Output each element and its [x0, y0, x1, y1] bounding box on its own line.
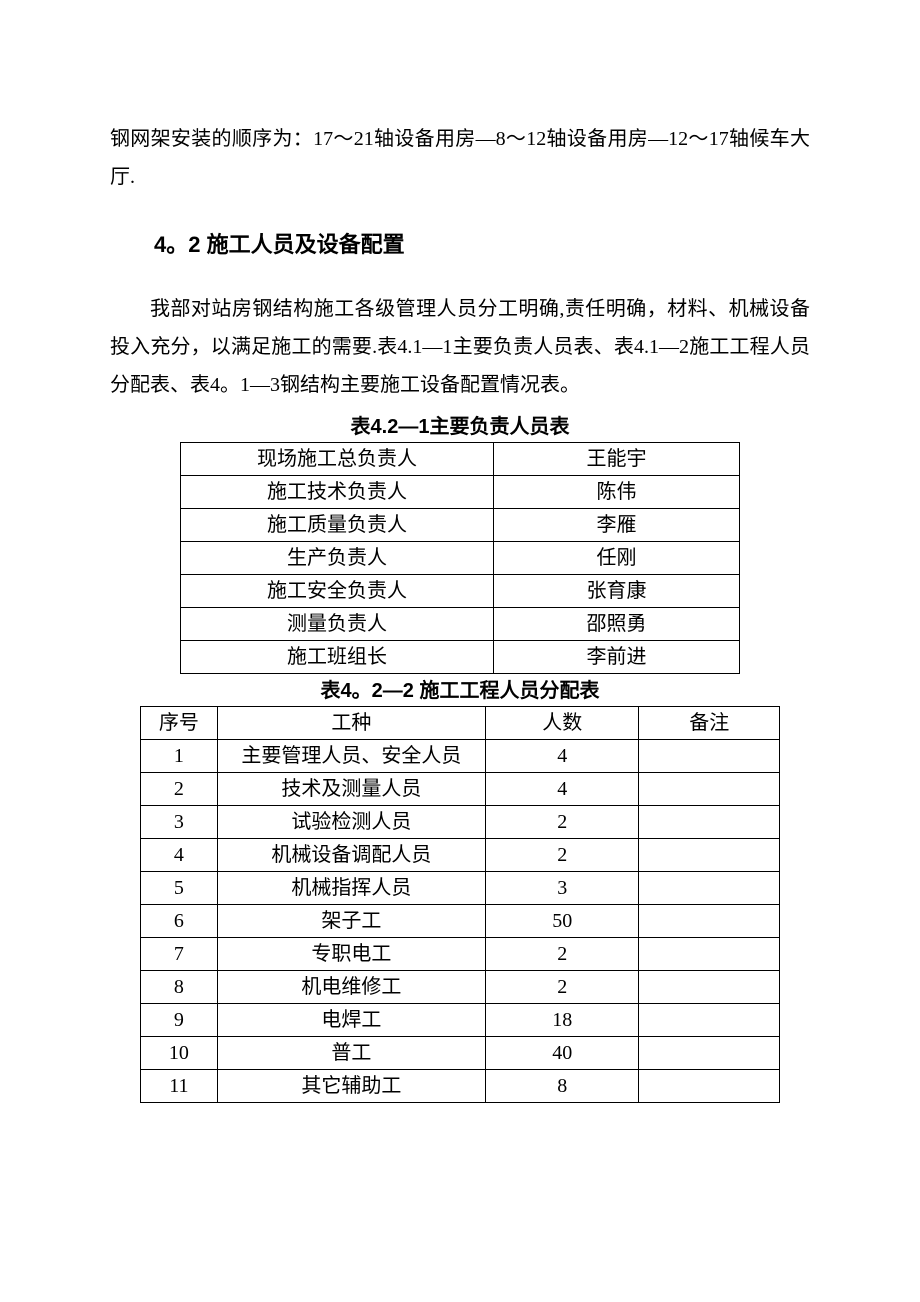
- paragraph-install-order: 钢网架安装的顺序为：17～21轴设备用房—8～12轴设备用房—12～17轴候车大…: [110, 120, 810, 196]
- table-cell: [639, 904, 780, 937]
- table-row: 施工技术负责人陈伟: [181, 475, 740, 508]
- table-cell: 2: [486, 937, 639, 970]
- table-row: 5机械指挥人员3: [141, 871, 780, 904]
- table-cell: 40: [486, 1036, 639, 1069]
- table-cell: [639, 1003, 780, 1036]
- table-row: 测量负责人邵照勇: [181, 607, 740, 640]
- table-cell: 9: [141, 1003, 218, 1036]
- table-cell: 8: [486, 1069, 639, 1102]
- table-row: 1主要管理人员、安全人员4: [141, 739, 780, 772]
- table-cell: 8: [141, 970, 218, 1003]
- table-cell: [639, 970, 780, 1003]
- table-row: 4机械设备调配人员2: [141, 838, 780, 871]
- table-cell: 2: [486, 805, 639, 838]
- table-row: 8机电维修工2: [141, 970, 780, 1003]
- table-cell: 王能宇: [494, 442, 740, 475]
- table-row: 9电焊工18: [141, 1003, 780, 1036]
- table-header-cell: 人数: [486, 706, 639, 739]
- table-cell: 机械指挥人员: [217, 871, 485, 904]
- table-cell: 施工安全负责人: [181, 574, 494, 607]
- table-row: 现场施工总负责人王能宇: [181, 442, 740, 475]
- table-cell: 邵照勇: [494, 607, 740, 640]
- table-cell: 普工: [217, 1036, 485, 1069]
- table-cell: 生产负责人: [181, 541, 494, 574]
- table-cell: 现场施工总负责人: [181, 442, 494, 475]
- table-cell: [639, 1036, 780, 1069]
- table-header-cell: 工种: [217, 706, 485, 739]
- table-cell: 2: [141, 772, 218, 805]
- table-cell: 试验检测人员: [217, 805, 485, 838]
- table-row: 6架子工50: [141, 904, 780, 937]
- table-header-cell: 备注: [639, 706, 780, 739]
- table-cell: 1: [141, 739, 218, 772]
- table-row: 7专职电工2: [141, 937, 780, 970]
- table-row: 生产负责人任刚: [181, 541, 740, 574]
- table-cell: 专职电工: [217, 937, 485, 970]
- table-cell: 4: [486, 739, 639, 772]
- table-cell: 技术及测量人员: [217, 772, 485, 805]
- paragraph-staff-intro: 我部对站房钢结构施工各级管理人员分工明确,责任明确，材料、机械设备投入充分，以满…: [110, 290, 810, 404]
- table-cell: 架子工: [217, 904, 485, 937]
- table-cell: 3: [141, 805, 218, 838]
- table-cell: 陈伟: [494, 475, 740, 508]
- table-cell: 10: [141, 1036, 218, 1069]
- table-row: 3试验检测人员2: [141, 805, 780, 838]
- table-cell: 施工质量负责人: [181, 508, 494, 541]
- table-cell: 张育康: [494, 574, 740, 607]
- table-cell: 3: [486, 871, 639, 904]
- table-cell: 其它辅助工: [217, 1069, 485, 1102]
- table-row: 施工班组长李前进: [181, 640, 740, 673]
- table-cell: 任刚: [494, 541, 740, 574]
- table-cell: 7: [141, 937, 218, 970]
- table-cell: 4: [486, 772, 639, 805]
- table-cell: 18: [486, 1003, 639, 1036]
- table-cell: [639, 1069, 780, 1102]
- table-cell: 测量负责人: [181, 607, 494, 640]
- table-cell: 6: [141, 904, 218, 937]
- table-cell: [639, 739, 780, 772]
- table-cell: [639, 937, 780, 970]
- table-row: 施工质量负责人李雁: [181, 508, 740, 541]
- table-row: 11其它辅助工8: [141, 1069, 780, 1102]
- table-cell: 11: [141, 1069, 218, 1102]
- table-header-cell: 序号: [141, 706, 218, 739]
- table-cell: 主要管理人员、安全人员: [217, 739, 485, 772]
- table-cell: [639, 805, 780, 838]
- table-staff-allocation: 序号工种人数备注1主要管理人员、安全人员42技术及测量人员43试验检测人员24机…: [140, 706, 780, 1103]
- table-cell: 2: [486, 838, 639, 871]
- table-cell: 施工班组长: [181, 640, 494, 673]
- table-cell: 4: [141, 838, 218, 871]
- table-cell: [639, 871, 780, 904]
- table-cell: 2: [486, 970, 639, 1003]
- table-cell: 李前进: [494, 640, 740, 673]
- table-row: 施工安全负责人张育康: [181, 574, 740, 607]
- table-cell: [639, 838, 780, 871]
- table-cell: [639, 772, 780, 805]
- table-responsible-persons: 现场施工总负责人王能宇施工技术负责人陈伟施工质量负责人李雁生产负责人任刚施工安全…: [180, 442, 740, 674]
- table1-title: 表4.2—1主要负责人员表: [110, 412, 810, 442]
- table-cell: 50: [486, 904, 639, 937]
- table-cell: 机械设备调配人员: [217, 838, 485, 871]
- table-cell: 电焊工: [217, 1003, 485, 1036]
- table-cell: 李雁: [494, 508, 740, 541]
- section-heading-4-2: 4。2 施工人员及设备配置: [110, 224, 810, 266]
- table-header-row: 序号工种人数备注: [141, 706, 780, 739]
- table-cell: 5: [141, 871, 218, 904]
- table-cell: 机电维修工: [217, 970, 485, 1003]
- table-cell: 施工技术负责人: [181, 475, 494, 508]
- table2-title: 表4。2—2 施工工程人员分配表: [110, 676, 810, 706]
- table-row: 2技术及测量人员4: [141, 772, 780, 805]
- table-row: 10普工40: [141, 1036, 780, 1069]
